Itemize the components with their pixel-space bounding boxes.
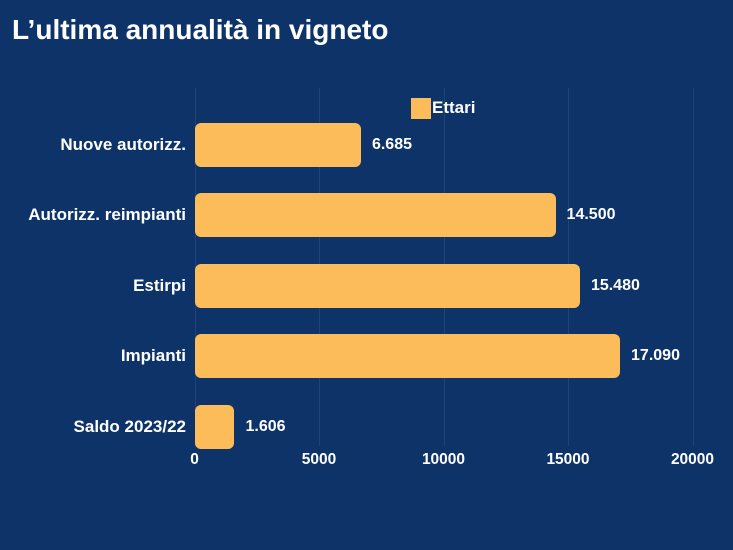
value-label: 14.500 xyxy=(566,206,616,224)
category-label: Nuove autorizz. xyxy=(60,135,186,154)
gridline-20000 xyxy=(692,88,694,446)
x-tick-label-5000: 5000 xyxy=(301,451,337,468)
x-tick-label-0: 0 xyxy=(190,451,199,468)
value-label: 6.685 xyxy=(371,136,412,153)
value-label: 15.480 xyxy=(590,276,640,294)
category-label: Estirpi xyxy=(133,275,186,295)
bar-impianti xyxy=(194,334,621,379)
bar-row-saldo-2023-22: Saldo 2023/22 1.606 xyxy=(0,404,733,449)
bar-saldo-2023-22 xyxy=(194,404,235,449)
category-label: Saldo 2023/22 xyxy=(73,416,186,436)
bar-nuove-autorizz xyxy=(194,123,361,167)
value-label: 17.090 xyxy=(631,347,680,365)
category-label: Autorizz. reimpianti xyxy=(28,205,186,225)
category-label: Impianti xyxy=(120,346,186,366)
x-tick-label-15000: 15000 xyxy=(546,451,590,468)
page-title: L’ultima annualità in vigneto xyxy=(12,14,389,45)
bar-row-impianti: Impianti 17.090 xyxy=(0,334,733,379)
x-tick-label-10000: 10000 xyxy=(421,451,466,468)
legend: Ettari xyxy=(411,97,475,119)
value-label: 1.606 xyxy=(245,417,286,435)
bar-row-estirpi: Estirpi 15.480 xyxy=(0,263,733,308)
x-tick-label-20000: 20000 xyxy=(670,451,715,468)
bar-estirpi xyxy=(194,263,580,308)
legend-swatch-icon xyxy=(411,97,431,119)
bar-autorizz-reimpianti xyxy=(194,193,556,238)
bar-row-nuove-autorizz: Nuove autorizz. 6.685 xyxy=(0,123,733,167)
bar-row-autorizz-reimpianti: Autorizz. reimpianti 14.500 xyxy=(0,193,733,238)
legend-label: Ettari xyxy=(432,98,476,117)
